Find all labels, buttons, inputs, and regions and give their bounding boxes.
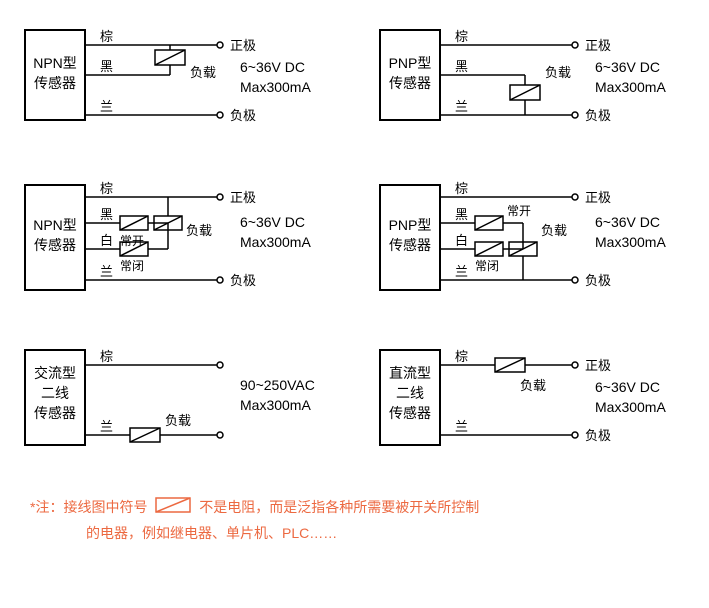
sensor-line1: NPN型 [33, 217, 77, 233]
sensor-line1: PNP型 [388, 55, 431, 71]
wire-label: 棕 [455, 349, 468, 364]
load-label: 负载 [190, 65, 216, 80]
terminal-label: 正极 [585, 358, 611, 373]
sensor-line3: 传感器 [389, 405, 431, 421]
diagram-svg: 交流型 二线 传感器 棕 兰 负载 90~250VAC Max300mA [20, 340, 330, 460]
diagram-pnp-3wire: PNP型 传感器 棕 正极 黑 兰 负极 负载 6~36V DC Max300m… [375, 20, 690, 145]
sensor-line2: 传感器 [389, 237, 431, 253]
load-symbol-icon [155, 496, 191, 521]
diagram-npn-3wire: NPN型 传感器 棕 正极 黑 兰 负极 负载 6~36V DC Max300m… [20, 20, 335, 145]
diagram-svg: 直流型 二线 传感器 棕 正极 兰 负极 负载 6~36V DC Max300m… [375, 340, 685, 460]
spec-line2: Max300mA [595, 399, 666, 415]
note-prefix: *注： [30, 499, 63, 515]
spec-line1: 90~250VAC [240, 377, 315, 393]
spec-line1: 6~36V DC [595, 214, 660, 230]
wire-label: 黑 [100, 207, 113, 222]
sensor-line2: 传感器 [34, 237, 76, 253]
wire-label: 棕 [455, 29, 468, 44]
wire-label: 黑 [455, 207, 468, 222]
sensor-line1: PNP型 [388, 217, 431, 233]
terminal-label: 负极 [230, 108, 256, 123]
sensor-line1: 交流型 [34, 365, 76, 381]
spec-line2: Max300mA [595, 234, 666, 250]
wire-label: 兰 [455, 264, 468, 279]
diagram-svg: NPN型 传感器 棕 正极 黑 兰 负极 负载 6~36V DC Max300m… [20, 20, 330, 140]
terminal-label: 负极 [585, 428, 611, 443]
note-block: *注：接线图中符号 不是电阻，而是泛指各种所需要被开关所控制 的电器，例如继电器… [20, 495, 689, 546]
diagram-svg: PNP型 传感器 棕 正极 黑 兰 负极 负载 6~36V DC Max300m… [375, 20, 685, 140]
load-label: 负载 [541, 223, 567, 238]
spec-line1: 6~36V DC [240, 214, 305, 230]
spec-line1: 6~36V DC [595, 59, 660, 75]
sensor-line2: 二线 [41, 385, 69, 401]
wire-label: 兰 [100, 264, 113, 279]
wire-label: 黑 [455, 59, 468, 74]
wire-label: 棕 [100, 29, 113, 44]
spec-line2: Max300mA [240, 234, 311, 250]
wire-label: 兰 [455, 99, 468, 114]
terminal-label: 正极 [585, 190, 611, 205]
load-label: 负载 [545, 65, 571, 80]
load-label: 负载 [165, 413, 191, 428]
wire-label: 棕 [455, 181, 468, 196]
wire-label: 白 [100, 233, 113, 248]
wire-label: 兰 [100, 99, 113, 114]
wire-label: 兰 [455, 419, 468, 434]
nc-label: 常闭 [120, 259, 144, 273]
spec-line2: Max300mA [240, 79, 311, 95]
load-label: 负载 [520, 378, 546, 393]
spec-line1: 6~36V DC [240, 59, 305, 75]
nc-label: 常闭 [475, 259, 499, 273]
sensor-line3: 传感器 [34, 405, 76, 421]
wire-label: 兰 [100, 419, 113, 434]
diagram-grid: NPN型 传感器 棕 正极 黑 兰 负极 负载 6~36V DC Max300m… [20, 20, 689, 465]
note-line2: 的电器，例如继电器、单片机、PLC…… [30, 521, 689, 546]
wire-label: 棕 [100, 349, 113, 364]
terminal-label: 正极 [230, 190, 256, 205]
spec-line2: Max300mA [595, 79, 666, 95]
terminal-label: 负极 [585, 108, 611, 123]
diagram-dc-2wire: 直流型 二线 传感器 棕 正极 兰 负极 负载 6~36V DC Max300m… [375, 340, 690, 465]
load-label: 负载 [186, 223, 212, 238]
sensor-line2: 传感器 [389, 75, 431, 91]
note-line1: *注：接线图中符号 不是电阻，而是泛指各种所需要被开关所控制 [30, 495, 689, 521]
note-text-1b: 不是电阻，而是泛指各种所需要被开关所控制 [199, 499, 479, 515]
wire-label: 棕 [100, 181, 113, 196]
diagram-svg: PNP型 传感器 棕 正极 黑 白 兰 负极 常开 常闭 [375, 175, 685, 305]
no-label: 常开 [507, 204, 531, 218]
wire-label: 白 [455, 233, 468, 248]
wire-label: 黑 [100, 59, 113, 74]
sensor-line1: 直流型 [389, 365, 431, 381]
diagram-npn-4wire: NPN型 传感器 棕 正极 黑 白 兰 负极 常开 常闭 [20, 175, 335, 310]
sensor-line2: 二线 [396, 385, 424, 401]
diagram-svg: NPN型 传感器 棕 正极 黑 白 兰 负极 常开 常闭 [20, 175, 330, 305]
diagram-pnp-4wire: PNP型 传感器 棕 正极 黑 白 兰 负极 常开 常闭 [375, 175, 690, 310]
sensor-line2: 传感器 [34, 75, 76, 91]
terminal-label: 正极 [230, 38, 256, 53]
terminal-label: 负极 [230, 273, 256, 288]
sensor-line1: NPN型 [33, 55, 77, 71]
diagram-ac-2wire: 交流型 二线 传感器 棕 兰 负载 90~250VAC Max300mA [20, 340, 335, 465]
terminal-label: 正极 [585, 38, 611, 53]
terminal-label: 负极 [585, 273, 611, 288]
spec-line1: 6~36V DC [595, 379, 660, 395]
spec-line2: Max300mA [240, 397, 311, 413]
note-text-1a: 接线图中符号 [63, 499, 147, 515]
